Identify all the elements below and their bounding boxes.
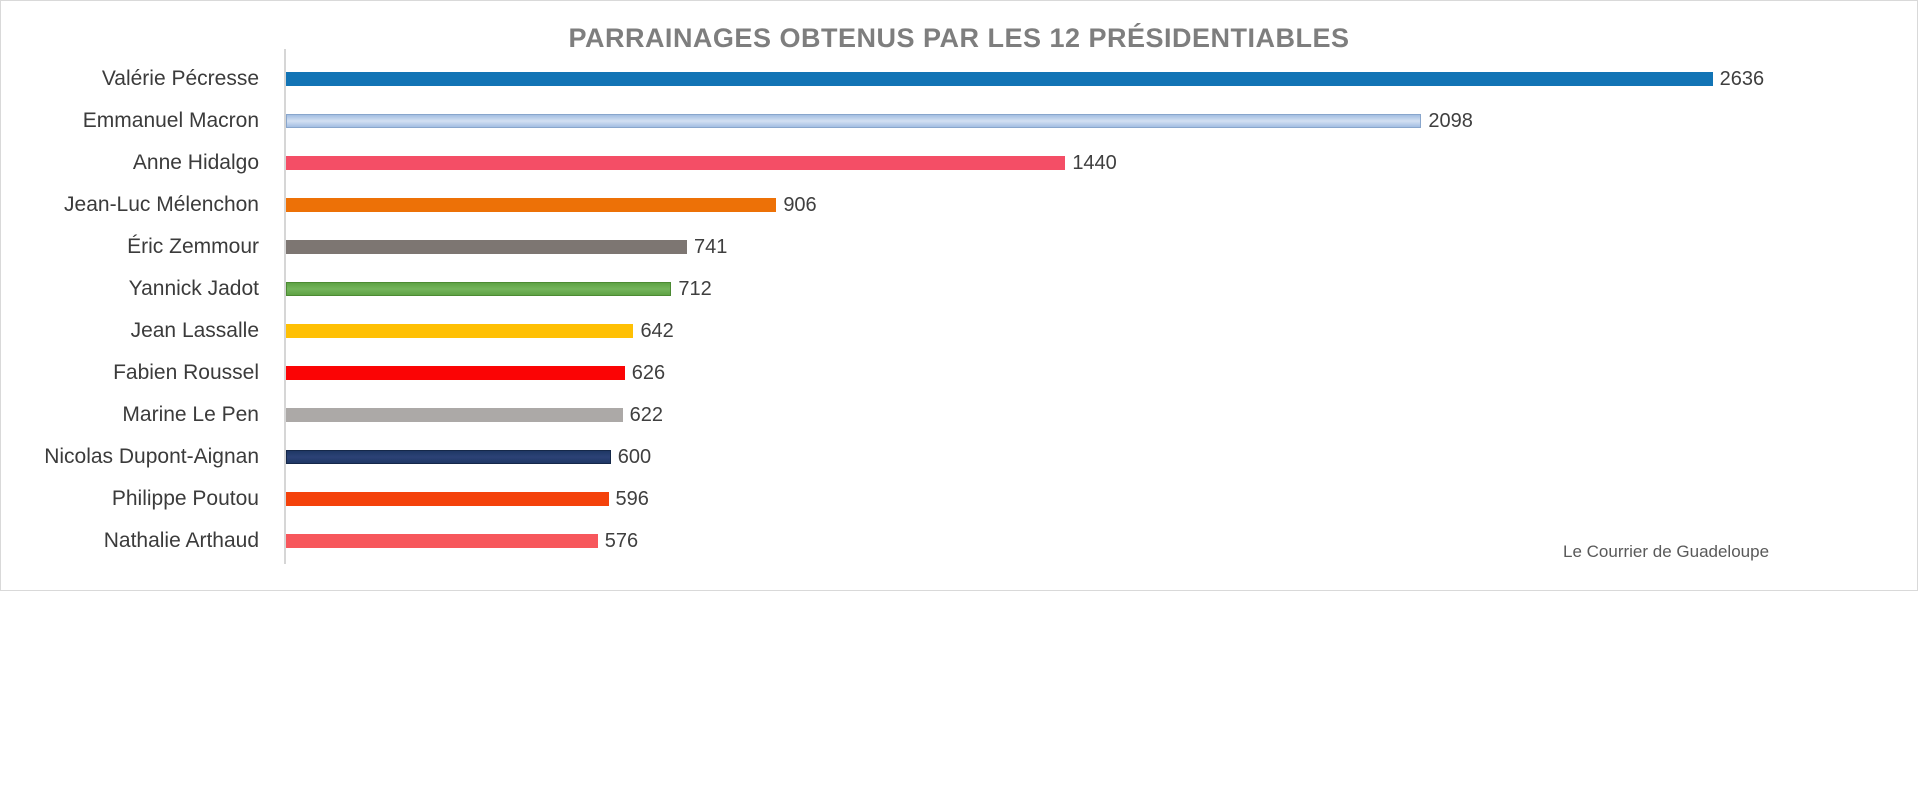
value-label: 622 [629,403,663,426]
bar-track: 906 [286,184,1915,226]
bar [286,534,598,548]
bar [286,324,634,338]
category-label: Anne Hidalgo [132,151,259,174]
category-label: Éric Zemmour [127,235,259,258]
bar-track: 642 [286,310,1915,352]
bar-row: Emmanuel Macron 2098 [1,100,1915,142]
bar [286,282,672,296]
bar-track: 712 [286,268,1915,310]
value-label: 2636 [1719,67,1765,90]
bar-track: 2636 [286,58,1915,100]
bar-row: Jean Lassalle 642 [1,310,1915,352]
value-label: 1440 [1072,151,1117,174]
chart-title: PARRAINAGES OBTENUS PAR LES 12 PRÉSIDENT… [568,23,1350,53]
plot-area: Valérie Pécresse 2636 Emmanuel Macron 20… [1,58,1915,562]
bar-track: 622 [286,394,1915,436]
bar [286,72,1713,86]
bar [286,450,611,464]
bar [286,240,688,254]
y-axis-line [284,49,286,564]
value-label: 596 [615,487,649,510]
value-label: 712 [678,277,712,300]
value-label: 642 [640,319,674,342]
bar-track: 600 [286,436,1915,478]
bar-track: 596 [286,478,1915,520]
bar-track: 2098 [286,100,1915,142]
bar-row: Éric Zemmour 741 [1,226,1915,268]
category-label: Yannick Jadot [128,277,259,300]
category-label: Philippe Poutou [111,487,259,510]
value-label: 906 [783,193,817,216]
bar [286,114,1422,128]
category-label: Nicolas Dupont-Aignan [44,445,259,468]
bar-row: Yannick Jadot 712 [1,268,1915,310]
value-label: 600 [617,445,652,468]
bar-row: Fabien Roussel 626 [1,352,1915,394]
category-label: Nathalie Arthaud [103,529,259,552]
category-label: Jean Lassalle [130,319,259,342]
value-label: 626 [631,361,666,384]
bar-track: 741 [286,226,1915,268]
bar-track: 626 [286,352,1915,394]
value-label: 576 [604,529,639,552]
bar-row: Nicolas Dupont-Aignan 600 [1,436,1915,478]
chart-frame: PARRAINAGES OBTENUS PAR LES 12 PRÉSIDENT… [0,0,1918,591]
category-label: Valérie Pécresse [101,67,259,90]
bar [286,156,1066,170]
bar-row: Marine Le Pen 622 [1,394,1915,436]
category-label: Marine Le Pen [122,403,259,426]
value-label: 2098 [1428,109,1473,132]
source-credit: Le Courrier de Guadeloupe [1563,542,1770,561]
bar-row: Jean-Luc Mélenchon 906 [1,184,1915,226]
bar-track: 1440 [286,142,1915,184]
category-label: Jean-Luc Mélenchon [64,193,259,216]
bar [286,408,623,422]
category-label: Fabien Roussel [113,361,259,384]
bar-row: Valérie Pécresse 2636 [1,58,1915,100]
bar-track: 576 [286,520,1915,562]
bar [286,366,625,380]
category-label: Emmanuel Macron [82,109,259,132]
bar [286,492,609,506]
value-label: 741 [694,235,728,258]
bar-row: Anne Hidalgo 1440 [1,142,1915,184]
bar [286,198,777,212]
bar-row: Philippe Poutou 596 [1,478,1915,520]
bar-row: Nathalie Arthaud 576 [1,520,1915,562]
